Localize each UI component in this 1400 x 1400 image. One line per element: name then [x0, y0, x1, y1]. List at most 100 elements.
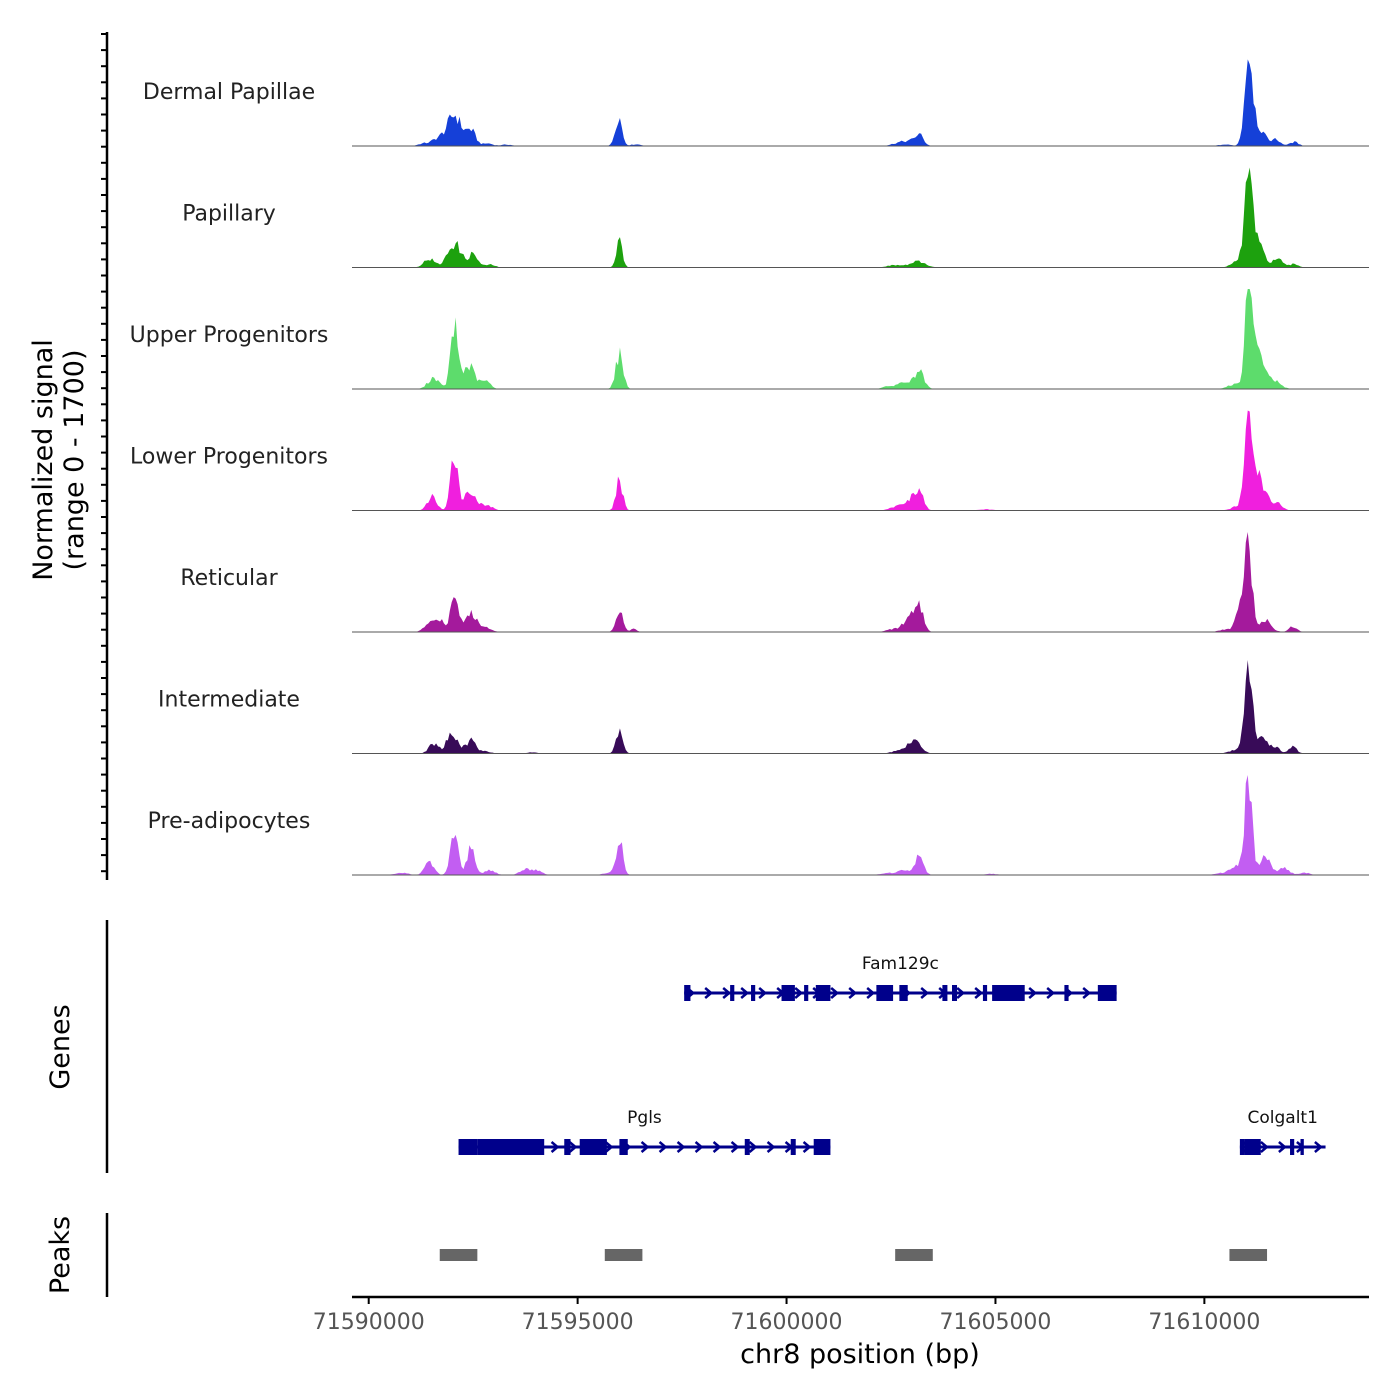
signal-area: [352, 289, 1369, 389]
peak-region: [604, 1249, 643, 1261]
exon: [619, 1139, 628, 1155]
gene-colgalt1: Colgalt1: [1239, 1108, 1326, 1155]
track-label: Intermediate: [158, 688, 300, 713]
track-papillary: Papillary: [182, 167, 1369, 268]
x-tick-label: 71590000: [313, 1310, 425, 1335]
track-label: Upper Progenitors: [130, 323, 329, 348]
strand-arrow: [550, 1141, 560, 1153]
strand-arrow: [766, 1141, 776, 1153]
exon: [992, 985, 1025, 1001]
track-upper-progenitors: Upper Progenitors: [130, 289, 1369, 390]
gene-label: Colgalt1: [1248, 1108, 1318, 1128]
y-axis-title-line1: Normalized signal: [28, 339, 59, 581]
x-axis: 71590000 71595000 71600000 71605000 71610000: [313, 1297, 1260, 1335]
exon: [751, 985, 756, 1001]
x-tick-label: 71610000: [1148, 1310, 1260, 1335]
track-label: Lower Progenitors: [130, 445, 328, 470]
exon: [564, 1139, 571, 1155]
exon: [730, 985, 735, 1001]
strand-arrow: [1082, 987, 1092, 999]
strand-arrow: [1028, 987, 1038, 999]
strand-arrow: [722, 987, 732, 999]
exon: [1064, 985, 1069, 1001]
exon: [1300, 1139, 1304, 1155]
strand-arrow: [758, 987, 768, 999]
gene-fam129c: Fam129c: [684, 954, 1117, 1001]
strand-arrow: [694, 1141, 704, 1153]
track-lower-progenitors: Lower Progenitors: [130, 410, 1369, 511]
exon: [744, 1139, 750, 1155]
exon: [1097, 985, 1117, 1001]
strand-arrow: [848, 987, 858, 999]
track-label: Papillary: [182, 202, 276, 227]
gene-pgls: Pgls: [458, 1108, 831, 1155]
exon: [982, 985, 988, 1001]
strand-arrow: [568, 1141, 578, 1153]
exon: [815, 985, 831, 1001]
strand-arrow: [802, 1141, 812, 1153]
strand-arrow: [712, 1141, 722, 1153]
exon: [899, 985, 908, 1001]
strand-arrow: [974, 987, 984, 999]
x-tick-label: 71600000: [731, 1310, 843, 1335]
strand-arrow: [748, 1141, 758, 1153]
exon: [781, 985, 795, 1001]
track-label: Pre-adipocytes: [148, 809, 311, 834]
strand-arrow: [1260, 1141, 1269, 1153]
track-reticular: Reticular: [180, 532, 1369, 633]
x-tick-label: 71595000: [522, 1310, 634, 1335]
strand-arrow: [704, 987, 714, 999]
x-tick-label: 71605000: [939, 1310, 1051, 1335]
genes-panel-title: Genes: [45, 1004, 76, 1089]
exon: [876, 985, 894, 1001]
gene-track: Fam129c Pgls Colgalt1: [458, 954, 1326, 1155]
signal-area: [352, 410, 1369, 511]
signal-area: [352, 659, 1369, 754]
exon: [942, 985, 948, 1001]
signal-area: [352, 167, 1369, 268]
strand-arrow: [920, 987, 930, 999]
exon: [1244, 1139, 1261, 1155]
x-axis-title: chr8 position (bp): [740, 1339, 980, 1370]
strand-arrow: [658, 1141, 668, 1153]
strand-arrow: [676, 1141, 686, 1153]
y-axis-title-line2: (range 0 - 1700): [59, 350, 90, 571]
coverage-tracks: Dermal Papillae Papillary Upper Progenitor…: [130, 59, 1369, 876]
exon: [1239, 1139, 1245, 1155]
strand-arrow: [956, 987, 966, 999]
track-intermediate: Intermediate: [158, 659, 1369, 754]
strand-arrow: [1278, 1141, 1287, 1153]
track-label: Dermal Papillae: [143, 80, 315, 105]
strand-arrow: [640, 1141, 650, 1153]
exon: [579, 1139, 607, 1155]
exon: [458, 1139, 478, 1155]
gene-label: Fam129c: [862, 954, 939, 974]
strand-arrow: [1314, 1141, 1323, 1153]
strand-arrow: [830, 987, 840, 999]
signal-area: [352, 775, 1369, 875]
peak-region: [895, 1249, 933, 1261]
track-dermal-papillae: Dermal Papillae: [143, 59, 1369, 147]
strand-arrow: [866, 987, 876, 999]
peaks-panel-title: Peaks: [45, 1216, 76, 1294]
strand-arrow: [794, 987, 804, 999]
exon: [1290, 1139, 1295, 1155]
peak-track: [439, 1249, 1268, 1261]
exon: [804, 985, 809, 1001]
signal-area: [352, 59, 1369, 146]
track-pre-adipocytes: Pre-adipocytes: [148, 775, 1369, 876]
strand-arrow: [1046, 987, 1056, 999]
strand-arrow: [740, 987, 750, 999]
gene-label: Pgls: [627, 1108, 662, 1128]
exon: [684, 985, 691, 1001]
peak-region: [439, 1249, 478, 1261]
strand-arrow: [604, 1141, 614, 1153]
exon: [477, 1139, 545, 1155]
exon: [813, 1139, 831, 1155]
track-label: Reticular: [180, 566, 278, 591]
peak-region: [1229, 1249, 1268, 1261]
exon: [952, 985, 958, 1001]
exon: [790, 1139, 796, 1155]
strand-arrow: [730, 1141, 740, 1153]
